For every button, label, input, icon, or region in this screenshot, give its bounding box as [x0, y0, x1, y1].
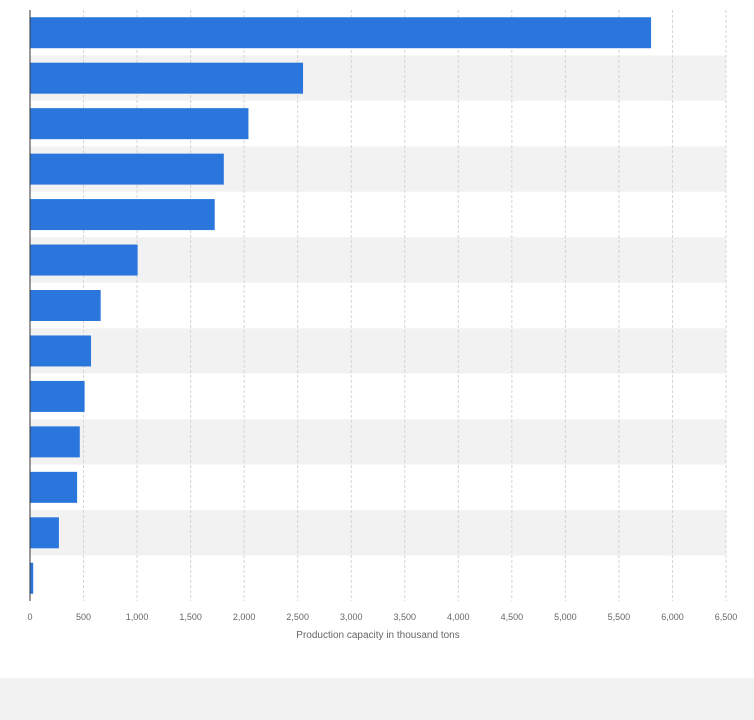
bar-chart: 0 500 1,000 1,500 2,000 2,500 3,000 3,500 4,000 4… [27, 10, 737, 641]
bar[interactable] [30, 153, 224, 185]
bars [30, 17, 652, 594]
x-tick-label: 3,500 [394, 612, 417, 622]
row-band [30, 282, 726, 329]
row-band [30, 419, 726, 465]
bar[interactable] [30, 62, 304, 94]
row-band [30, 555, 726, 601]
bar[interactable] [30, 562, 34, 594]
x-tick-label: 4,500 [501, 612, 524, 622]
x-tick-label: 6,500 [715, 612, 738, 622]
bar[interactable] [30, 380, 85, 412]
x-tick-label: 0 [27, 612, 32, 622]
row-band [30, 328, 726, 374]
x-tick-label: 2,000 [233, 612, 256, 622]
x-tick-label: 1,000 [126, 612, 149, 622]
footer-band [0, 678, 754, 720]
bar[interactable] [30, 471, 78, 503]
x-tick-label: 3,000 [340, 612, 363, 622]
bar[interactable] [30, 290, 101, 321]
x-axis-title: Production capacity in thousand tons [296, 630, 459, 641]
row-band [30, 510, 726, 556]
x-tick-label: 2,500 [286, 612, 309, 622]
bar[interactable] [30, 426, 80, 458]
row-band [30, 237, 726, 283]
bar[interactable] [30, 244, 138, 276]
x-tick-label: 1,500 [179, 612, 202, 622]
bar[interactable] [30, 17, 652, 49]
row-band [30, 464, 726, 511]
row-bands [30, 10, 726, 601]
x-tick-labels: 0 500 1,000 1,500 2,000 2,500 3,000 3,500 4,000 4… [27, 612, 737, 622]
bar[interactable] [30, 335, 92, 367]
bar[interactable] [30, 517, 59, 549]
chart-container: 0 500 1,000 1,500 2,000 2,500 3,000 3,500 4,000 4… [0, 0, 754, 678]
x-tick-label: 5,000 [554, 612, 577, 622]
row-band [30, 373, 726, 420]
x-tick-label: 4,000 [447, 612, 470, 622]
x-tick-label: 500 [76, 612, 91, 622]
bar[interactable] [30, 108, 249, 140]
x-tick-label: 6,000 [661, 612, 684, 622]
bar[interactable] [30, 199, 215, 231]
x-tick-label: 5,500 [608, 612, 631, 622]
